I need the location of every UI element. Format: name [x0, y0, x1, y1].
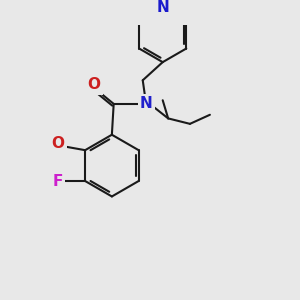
Text: N: N [140, 96, 153, 111]
Text: O: O [87, 77, 100, 92]
Text: O: O [51, 136, 64, 151]
Text: N: N [156, 0, 169, 15]
Text: F: F [53, 173, 63, 188]
